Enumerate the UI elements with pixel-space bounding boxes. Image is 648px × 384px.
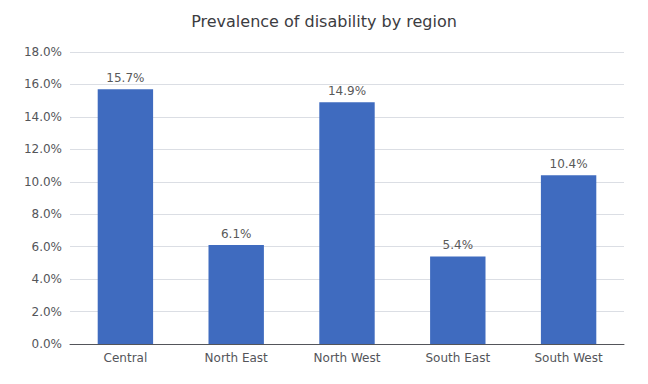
svg-text:North East: North East [205, 351, 269, 365]
svg-text:2.0%: 2.0% [32, 305, 63, 319]
svg-text:South West: South West [534, 351, 602, 365]
svg-text:Prevalence of disability by re: Prevalence of disability by region [191, 12, 457, 31]
svg-text:14.9%: 14.9% [328, 84, 366, 98]
svg-text:16.0%: 16.0% [24, 77, 62, 91]
svg-text:South East: South East [426, 351, 491, 365]
svg-text:10.0%: 10.0% [24, 175, 62, 189]
svg-text:18.0%: 18.0% [24, 45, 62, 59]
svg-text:North West: North West [314, 351, 381, 365]
svg-text:Central: Central [104, 351, 148, 365]
svg-text:6.1%: 6.1% [221, 227, 252, 241]
svg-text:10.4%: 10.4% [550, 157, 588, 171]
svg-text:0.0%: 0.0% [32, 337, 63, 351]
svg-text:6.0%: 6.0% [32, 240, 63, 254]
svg-text:12.0%: 12.0% [24, 142, 62, 156]
svg-text:14.0%: 14.0% [24, 110, 62, 124]
svg-text:5.4%: 5.4% [443, 238, 474, 252]
svg-text:4.0%: 4.0% [32, 272, 63, 286]
svg-text:15.7%: 15.7% [106, 71, 144, 85]
svg-text:8.0%: 8.0% [32, 207, 63, 221]
